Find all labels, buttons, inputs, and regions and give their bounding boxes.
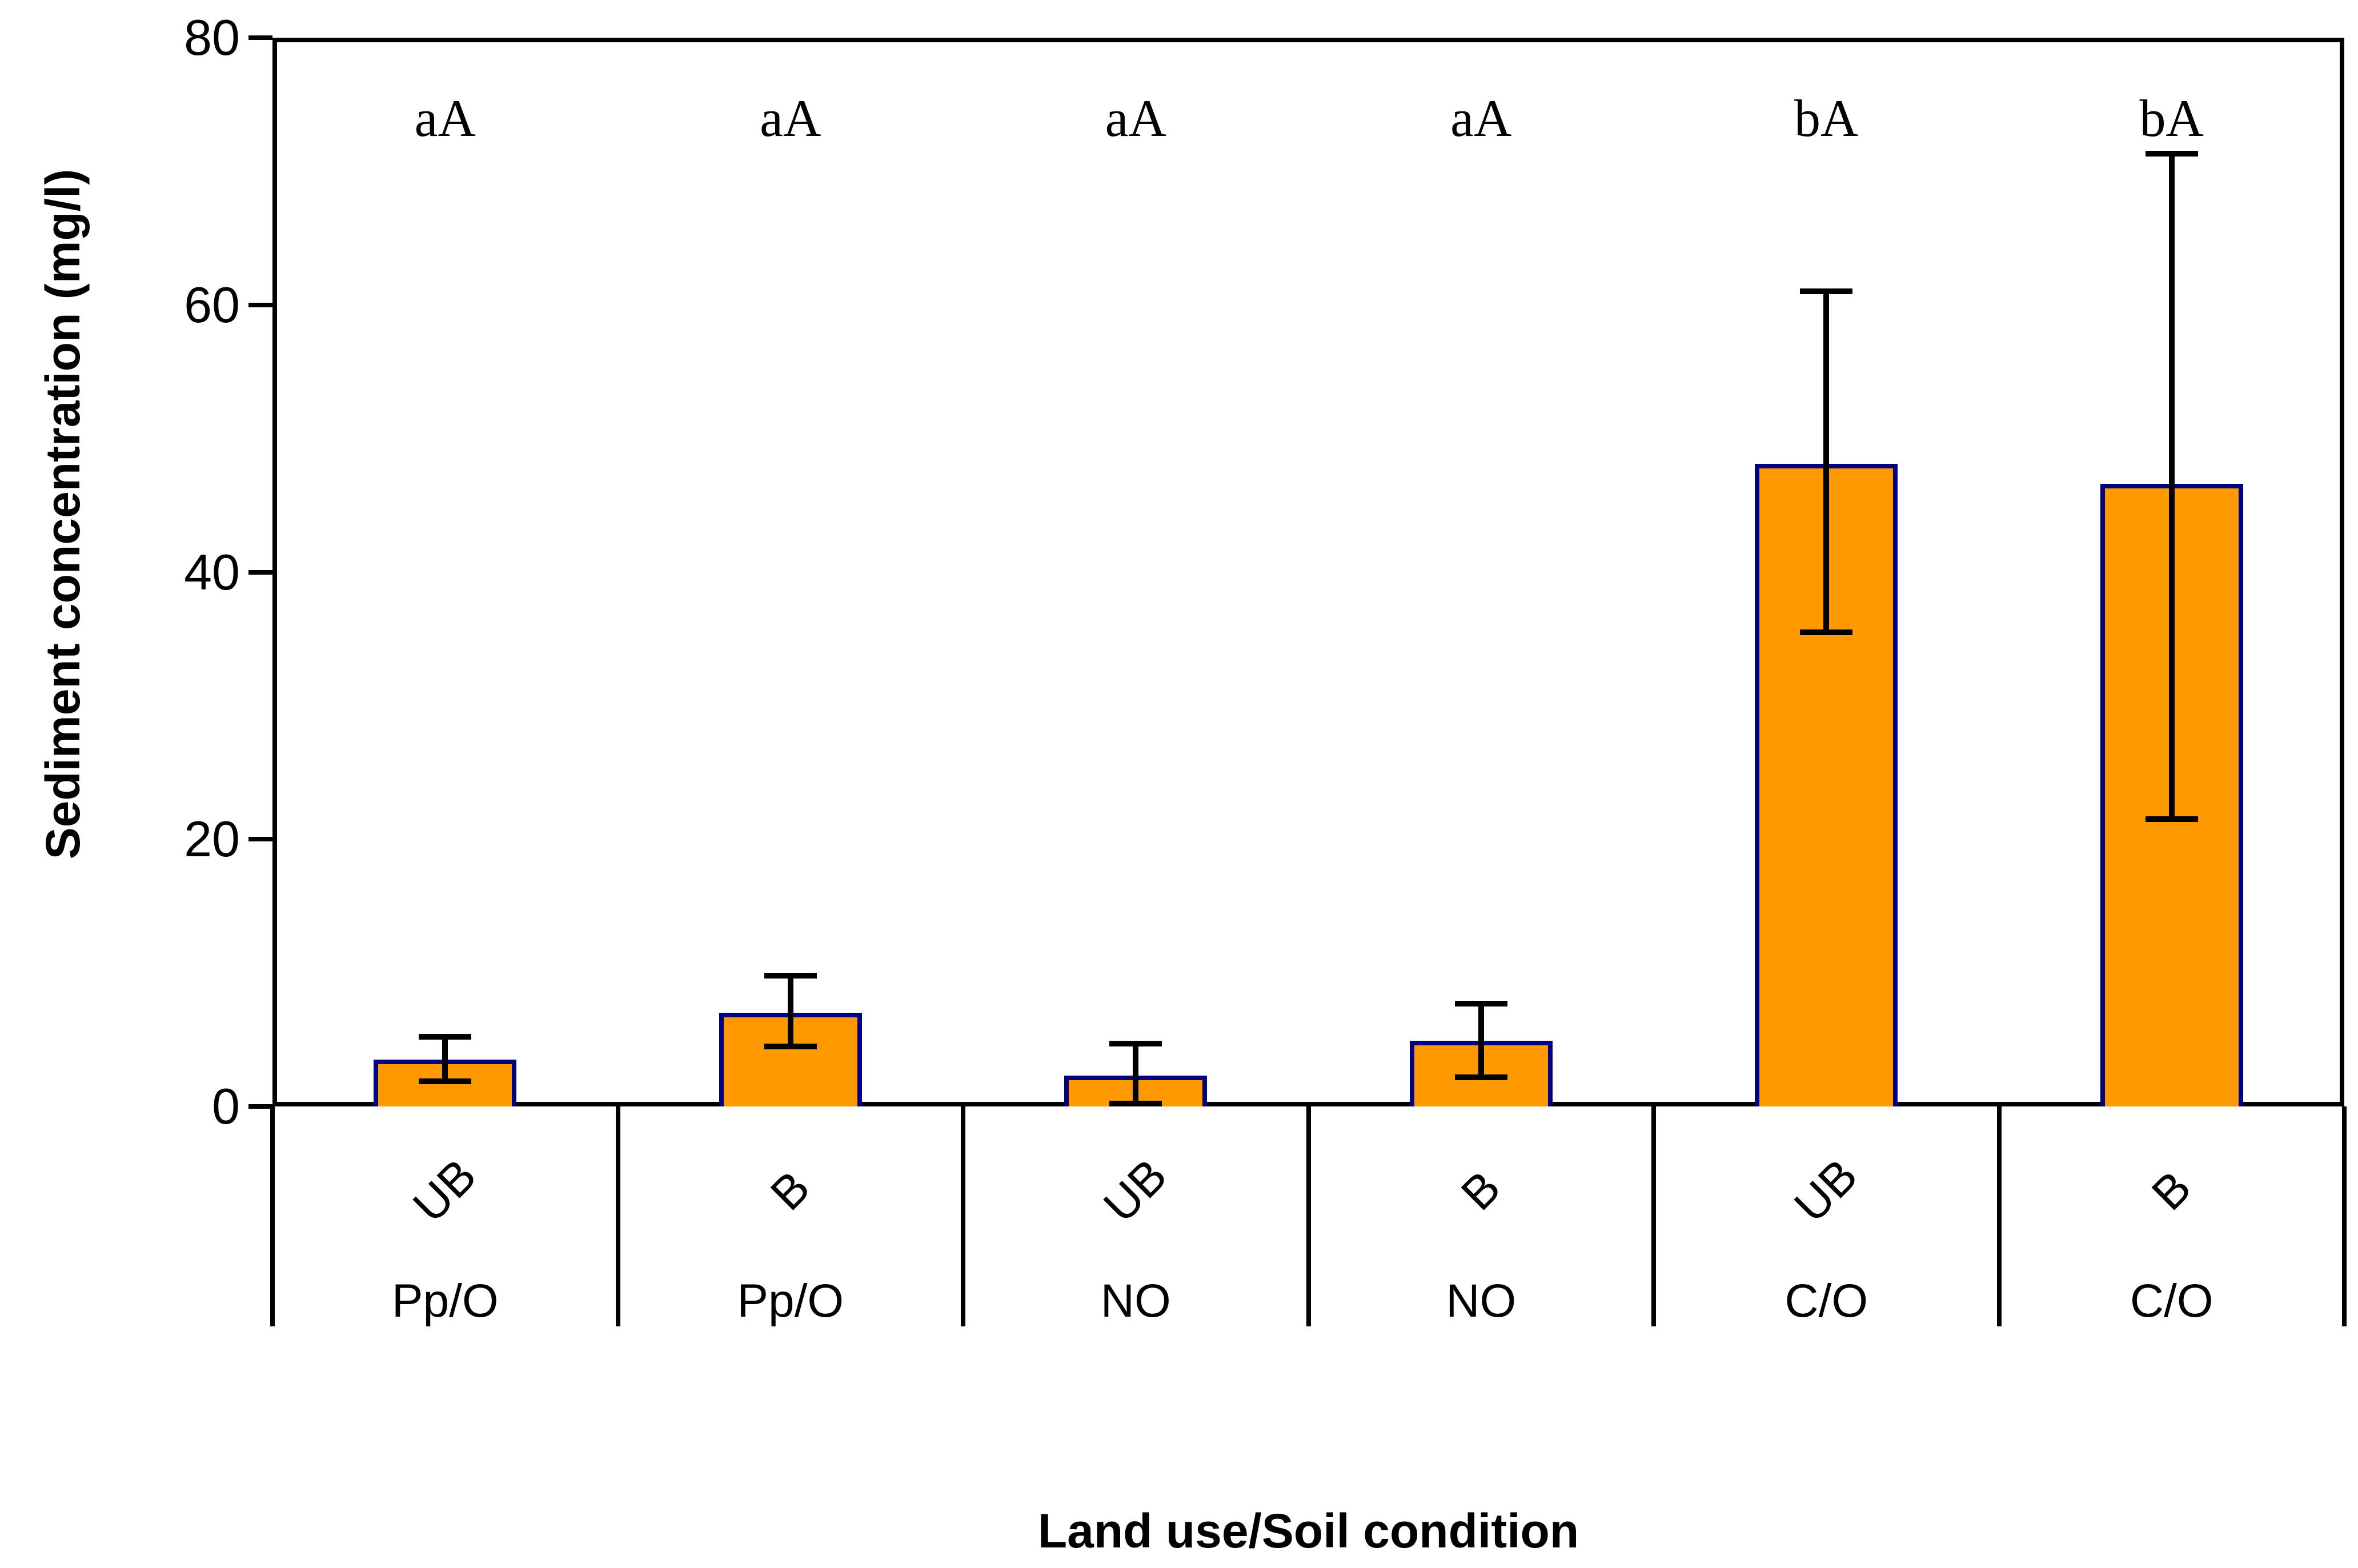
soil-condition-label: UB — [1784, 1149, 1868, 1233]
error-bar-cap-bottom — [419, 1078, 472, 1084]
land-use-label: NO — [1100, 1275, 1171, 1327]
y-tick-mark — [248, 570, 272, 575]
land-use-label: Pp/O — [391, 1275, 499, 1327]
y-tick-label: 20 — [184, 811, 240, 868]
error-bar-line — [442, 1037, 448, 1081]
y-tick-label: 0 — [212, 1078, 240, 1134]
y-tick-mark — [248, 1104, 272, 1109]
y-tick-mark — [248, 35, 272, 40]
error-bar-line — [1823, 291, 1830, 632]
y-tick-label: 80 — [184, 9, 240, 66]
error-bar-cap-top — [2145, 151, 2198, 157]
error-bar-line — [1133, 1044, 1139, 1104]
error-bar-cap-bottom — [2145, 816, 2198, 823]
error-bar-cap-top — [419, 1034, 472, 1040]
land-use-label: NO — [1446, 1275, 1517, 1327]
soil-condition-label: UB — [403, 1149, 487, 1233]
error-bar-line — [2168, 154, 2175, 820]
error-bar-line — [787, 975, 793, 1046]
error-bar-cap-top — [1454, 1000, 1507, 1006]
land-use-label: Pp/O — [737, 1275, 844, 1327]
category-separator — [1996, 1106, 2002, 1326]
significance-label: aA — [1450, 89, 1512, 147]
y-tick-label: 40 — [184, 543, 240, 600]
soil-condition-label: B — [1451, 1161, 1510, 1221]
significance-label: aA — [760, 89, 821, 147]
land-use-label: C/O — [1784, 1275, 1868, 1327]
y-tick-mark — [248, 302, 272, 307]
significance-label: aA — [414, 89, 476, 147]
category-separator — [1306, 1106, 1311, 1326]
significance-label: bA — [2139, 89, 2204, 147]
x-axis-title: Land use/Soil condition — [1037, 1504, 1579, 1558]
significance-label: bA — [1794, 89, 1859, 147]
error-bar-cap-top — [1800, 288, 1853, 295]
category-separator — [2342, 1106, 2347, 1326]
error-bar-cap-bottom — [1800, 629, 1853, 635]
error-bar-line — [1478, 1003, 1484, 1077]
y-tick-label: 60 — [184, 276, 240, 333]
significance-label: aA — [1105, 89, 1166, 147]
soil-condition-label: UB — [1094, 1149, 1177, 1233]
error-bar-cap-top — [764, 972, 817, 979]
category-separator — [961, 1106, 965, 1326]
error-bar-cap-bottom — [764, 1043, 817, 1049]
soil-condition-label: B — [760, 1161, 820, 1221]
error-bar-cap-bottom — [1454, 1074, 1507, 1080]
land-use-label: C/O — [2130, 1275, 2213, 1327]
error-bar-cap-top — [1109, 1041, 1162, 1047]
category-separator — [615, 1106, 620, 1326]
soil-condition-label: B — [2142, 1161, 2201, 1221]
category-separator — [1651, 1106, 1656, 1326]
y-tick-mark — [248, 837, 272, 842]
category-separator — [270, 1106, 275, 1326]
plot-area-frame — [272, 38, 2344, 1106]
error-bar-cap-bottom — [1109, 1101, 1162, 1107]
